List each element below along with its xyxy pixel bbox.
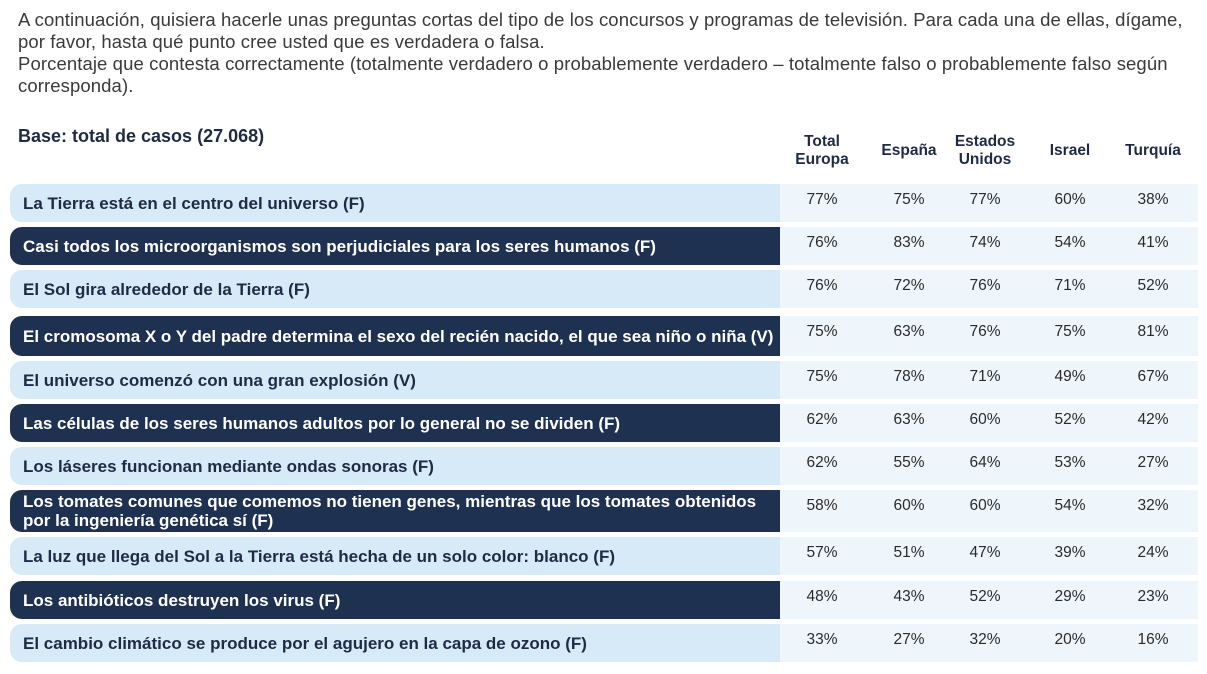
column-header: Turquía	[1125, 142, 1181, 159]
question-line-1: A continuación, quisiera hacerle unas pr…	[18, 9, 1183, 52]
data-cell: 60%	[893, 497, 925, 514]
row-label: El universo comenzó con una gran explosi…	[10, 361, 780, 399]
question-line-2: Porcentaje que contesta correctamente (t…	[18, 53, 1168, 96]
data-cell: 52%	[969, 588, 1001, 605]
data-cell: 39%	[1054, 544, 1086, 561]
row-label: La Tierra está en el centro del universo…	[10, 184, 780, 222]
data-cell: 52%	[1137, 277, 1169, 294]
data-cell: 75%	[806, 323, 838, 340]
data-cell: 16%	[1137, 631, 1169, 648]
data-cell: 77%	[806, 191, 838, 208]
data-cell: 27%	[893, 631, 925, 648]
data-cell: 55%	[893, 454, 925, 471]
data-cell: 23%	[1137, 588, 1169, 605]
data-cell: 53%	[1054, 454, 1086, 471]
data-cell: 62%	[806, 411, 838, 428]
base-label: Base: total de casos (27.068)	[18, 126, 265, 146]
data-cell: 76%	[969, 277, 1001, 294]
row-label: El Sol gira alrededor de la Tierra (F)	[10, 270, 780, 308]
data-cell: 75%	[806, 368, 838, 385]
row-label: Casi todos los microorganismos son perju…	[10, 227, 780, 265]
column-header: España	[881, 142, 937, 159]
data-cell: 32%	[1137, 497, 1169, 514]
data-cell: 67%	[1137, 368, 1169, 385]
data-cell: 77%	[969, 191, 1001, 208]
data-cell: 38%	[1137, 191, 1169, 208]
data-cell: 76%	[969, 323, 1001, 340]
data-cell: 63%	[893, 323, 925, 340]
data-cell: 64%	[969, 454, 1001, 471]
data-cell: 58%	[806, 497, 838, 514]
row-label: Los tomates comunes que comemos no tiene…	[10, 490, 780, 532]
data-cell: 74%	[969, 234, 1001, 251]
data-cell: 49%	[1054, 368, 1086, 385]
column-header: Estados Unidos	[954, 133, 1016, 168]
data-cell: 24%	[1137, 544, 1169, 561]
row-label: Los antibióticos destruyen los virus (F)	[10, 581, 780, 619]
data-cell: 62%	[806, 454, 838, 471]
row-label: El cambio climático se produce por el ag…	[10, 624, 780, 662]
data-cell: 60%	[1054, 191, 1086, 208]
data-cell: 83%	[893, 234, 925, 251]
data-cell: 29%	[1054, 588, 1086, 605]
data-cell: 27%	[1137, 454, 1169, 471]
data-cell: 52%	[1054, 411, 1086, 428]
data-cell: 78%	[893, 368, 925, 385]
value-band	[780, 361, 1198, 399]
data-cell: 43%	[893, 588, 925, 605]
data-cell: 32%	[969, 631, 1001, 648]
data-cell: 48%	[806, 588, 838, 605]
row-label: Los láseres funcionan mediante ondas son…	[10, 447, 780, 485]
data-cell: 54%	[1054, 234, 1086, 251]
value-band	[780, 447, 1198, 485]
value-band	[780, 624, 1198, 662]
data-cell: 33%	[806, 631, 838, 648]
column-header: Total Europa	[795, 133, 849, 168]
data-cell: 75%	[1054, 323, 1086, 340]
value-band	[780, 227, 1198, 265]
data-cell: 76%	[806, 234, 838, 251]
data-cell: 76%	[806, 277, 838, 294]
data-cell: 63%	[893, 411, 925, 428]
question-text: A continuación, quisiera hacerle unas pr…	[18, 9, 1198, 97]
value-band	[780, 316, 1198, 356]
data-cell: 81%	[1137, 323, 1169, 340]
data-cell: 72%	[893, 277, 925, 294]
data-cell: 57%	[806, 544, 838, 561]
data-cell: 71%	[1054, 277, 1086, 294]
row-label: El cromosoma X o Y del padre determina e…	[10, 316, 780, 356]
value-band	[780, 404, 1198, 442]
data-cell: 42%	[1137, 411, 1169, 428]
value-band	[780, 184, 1198, 222]
row-label: Las células de los seres humanos adultos…	[10, 404, 780, 442]
data-cell: 51%	[893, 544, 925, 561]
data-cell: 54%	[1054, 497, 1086, 514]
data-cell: 75%	[893, 191, 925, 208]
row-label: La luz que llega del Sol a la Tierra est…	[10, 537, 780, 575]
value-band	[780, 537, 1198, 575]
data-cell: 41%	[1137, 234, 1169, 251]
value-band	[780, 270, 1198, 308]
value-band	[780, 490, 1198, 532]
data-cell: 71%	[969, 368, 1001, 385]
data-cell: 60%	[969, 411, 1001, 428]
value-band	[780, 581, 1198, 619]
data-cell: 47%	[969, 544, 1001, 561]
data-cell: 20%	[1054, 631, 1086, 648]
data-cell: 60%	[969, 497, 1001, 514]
column-header: Israel	[1049, 142, 1091, 159]
